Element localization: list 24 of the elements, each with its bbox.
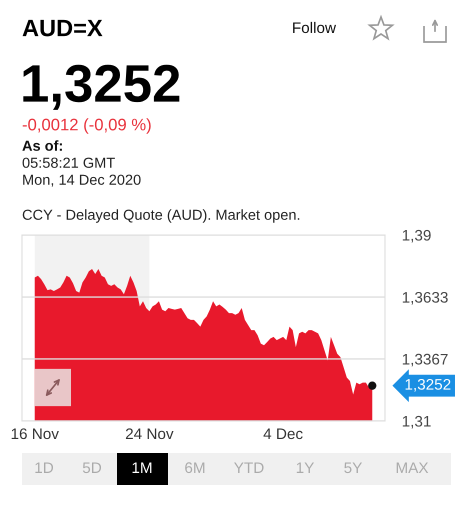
text: 1D xyxy=(35,462,54,473)
x-tick-label: 16 Nov xyxy=(12,428,59,440)
text: Mon, 14 Dec 2020 xyxy=(23,174,141,187)
text: Follow xyxy=(293,22,336,34)
text: 1,3252 xyxy=(406,378,450,392)
text: 5D xyxy=(82,462,102,474)
chart-title: AUD=X xyxy=(22,20,102,36)
y-tick-label: 1,3367 xyxy=(402,354,448,366)
y-tick-label: 1,3633 xyxy=(402,292,448,305)
y-tick-label: 1,39 xyxy=(402,230,431,242)
text: 5Y xyxy=(344,462,362,474)
text: 1M xyxy=(132,462,152,473)
text: MAX xyxy=(396,462,428,473)
text: 1,3252 xyxy=(23,64,180,110)
y-tick-label: 1,31 xyxy=(402,416,431,428)
text: 6M xyxy=(185,462,204,474)
text: 1Y xyxy=(296,462,314,473)
text: -0,0012 (-0,09 %) xyxy=(22,118,151,134)
x-tick-label: 24 Nov xyxy=(126,428,174,440)
x-tick-label: 4 Dec xyxy=(264,428,303,440)
text: CCY - Delayed Quote (AUD). Market open. xyxy=(22,209,300,223)
text: YTD xyxy=(234,462,264,473)
text: 05:58:21 GMT xyxy=(22,158,115,168)
text: As of: xyxy=(22,140,62,151)
